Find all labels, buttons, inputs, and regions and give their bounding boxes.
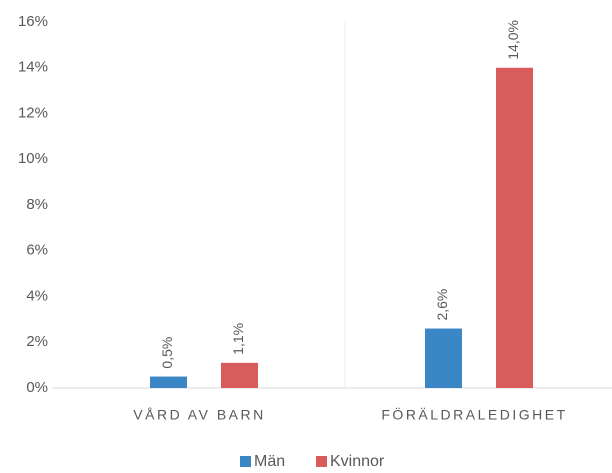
y-tick-label: 2% [26, 333, 48, 350]
y-tick-label: 0% [26, 379, 48, 396]
legend-swatch [240, 456, 251, 467]
x-tick-label: FÖRÄLDRALEDIGHET [381, 406, 567, 423]
value-label: 0,5% [159, 337, 175, 369]
y-tick-label: 12% [18, 104, 48, 121]
y-tick-label: 14% [18, 59, 48, 76]
legend-label: Kvinnor [330, 453, 385, 470]
bar [496, 67, 533, 388]
bar [150, 376, 187, 388]
y-tick-label: 16% [18, 13, 48, 30]
value-label: 1,1% [230, 323, 246, 355]
bar [425, 328, 462, 388]
y-tick-label: 6% [26, 242, 48, 259]
legend-swatch [316, 456, 327, 467]
bar [221, 362, 258, 388]
value-label: 14,0% [505, 20, 521, 60]
y-tick-label: 10% [18, 150, 48, 167]
x-tick-label: VÅRD AV BARN [133, 407, 265, 423]
y-tick-label: 8% [26, 196, 48, 213]
y-tick-label: 4% [26, 287, 48, 304]
value-label: 2,6% [434, 289, 450, 321]
legend-label: Män [254, 453, 285, 470]
